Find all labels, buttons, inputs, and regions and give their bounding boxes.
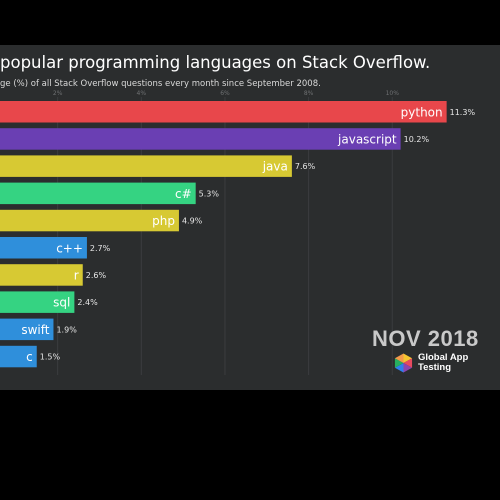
bar-csharp (0, 182, 196, 205)
bar-c (0, 345, 37, 368)
bar-python (0, 101, 447, 123)
bar-category-label: r (74, 268, 79, 282)
bar-category-label: sql (53, 296, 70, 310)
bar-value-label: 2.4% (77, 298, 98, 307)
chart-title: popular programming languages on Stack O… (0, 53, 431, 72)
x-tick-label: 2% (53, 90, 63, 97)
x-tick-label: 8% (304, 90, 314, 97)
bar-chart: 2% 4% 6% 8% 10% python 11.3% javascript 10.2% jav… (0, 90, 476, 375)
bar-r (0, 264, 83, 286)
bar-value-label: 7.6% (295, 162, 316, 171)
chart-subtitle: ge (%) of all Stack Overflow questions e… (0, 79, 321, 89)
bar-swift (0, 318, 54, 341)
bar-category-label: swift (21, 323, 49, 337)
brand-name: Global App Testing (417, 352, 469, 373)
bar-value-label: 5.3% (199, 189, 220, 198)
bar-java (0, 155, 292, 177)
bar-category-label: javascript (337, 132, 397, 146)
brand: Global App Testing (393, 352, 500, 374)
bar-value-label: 2.6% (86, 271, 107, 280)
bar-value-label: 11.3% (450, 108, 476, 117)
bar-category-label: python (401, 105, 443, 119)
bar-sql (0, 291, 75, 313)
date-label: NOV 2018 (372, 326, 479, 351)
bar-value-label: 10.2% (404, 135, 430, 144)
x-tick-label: 10% (386, 90, 400, 97)
bar-value-label: 1.9% (56, 325, 77, 334)
chart-frame: popular programming languages on Stack O… (0, 45, 500, 390)
bar-javascript (0, 128, 401, 150)
global-app-testing-logo-icon (394, 353, 413, 373)
bar-category-label: c# (175, 187, 192, 201)
bar-value-label: 4.9% (182, 217, 203, 226)
bar-category-label: java (262, 160, 288, 174)
bar-category-label: php (152, 214, 175, 228)
x-tick-label: 6% (220, 90, 230, 97)
bar-category-label: c (26, 350, 33, 364)
bar-value-label: 2.7% (90, 244, 111, 253)
bar-value-label: 1.5% (40, 353, 61, 362)
bar-php (0, 209, 179, 232)
bar-category-label: c++ (56, 241, 83, 255)
bar-cpp (0, 237, 87, 259)
x-tick-label: 4% (137, 90, 147, 97)
